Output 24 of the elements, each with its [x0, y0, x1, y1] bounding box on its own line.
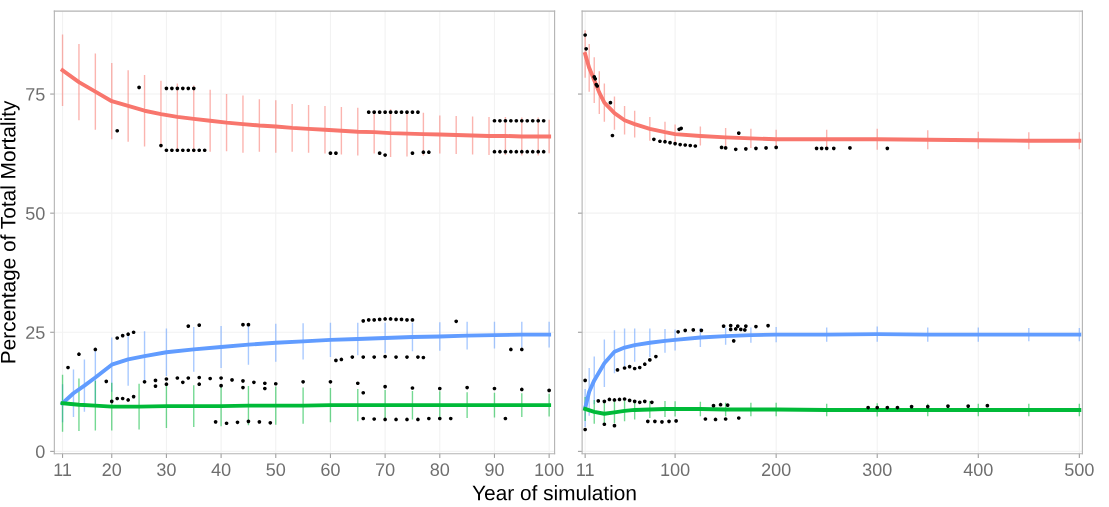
x-tick-label: 30	[157, 463, 176, 477]
x-tick-label: 20	[102, 463, 122, 477]
x-tick-label: 100	[535, 463, 564, 477]
x-tick-label: 11	[54, 463, 72, 476]
y-tick-label: 0	[35, 445, 45, 459]
x-tick-label: 40	[211, 463, 231, 477]
x-tick-label: 200	[762, 463, 791, 477]
x-tick-label: 90	[485, 463, 504, 477]
x-tick-label: 100	[661, 463, 690, 477]
line-series	[60, 332, 552, 406]
x-axis-title: Year of simulation	[472, 485, 636, 501]
x-tick-label: 80	[430, 463, 450, 477]
x-tick-label: 60	[321, 463, 340, 477]
x-tick-label: 50	[266, 463, 286, 477]
y-tick-label: 25	[26, 326, 45, 339]
y-axis-title: Percentage of Total Mortality	[0, 100, 20, 363]
x-tick-label: 70	[376, 463, 395, 477]
x-tick-label: 300	[862, 463, 892, 477]
line-series	[60, 68, 552, 139]
y-tick-label: 50	[25, 207, 45, 220]
x-tick-label: 11	[577, 463, 594, 476]
x-tick-label: 400	[963, 463, 993, 477]
y-tick-label: 75	[26, 88, 45, 101]
x-tick-label: 500	[1065, 463, 1094, 477]
